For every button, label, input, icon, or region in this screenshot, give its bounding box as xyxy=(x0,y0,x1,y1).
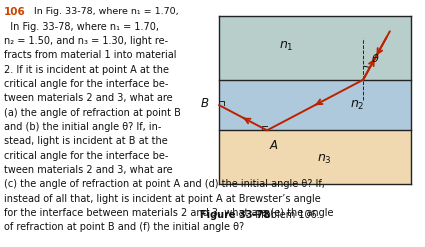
Text: stead, light is incident at B at the: stead, light is incident at B at the xyxy=(4,136,168,146)
Text: (c) the angle of refraction at point A and (d) the initial angle θ? If,: (c) the angle of refraction at point A a… xyxy=(4,179,325,189)
Text: n₂ = 1.50, and n₃ = 1.30, light re-: n₂ = 1.50, and n₃ = 1.30, light re- xyxy=(4,36,168,46)
Polygon shape xyxy=(219,16,411,80)
Text: critical angle for the interface be-: critical angle for the interface be- xyxy=(4,79,169,89)
Text: tween materials 2 and 3, what are: tween materials 2 and 3, what are xyxy=(4,165,173,175)
Polygon shape xyxy=(219,130,411,184)
Text: 2. If it is incident at point A at the: 2. If it is incident at point A at the xyxy=(4,65,169,75)
Text: In Fig. 33-78, where n₁ = 1.70,: In Fig. 33-78, where n₁ = 1.70, xyxy=(28,7,178,16)
Text: of refraction at point B and (f) the initial angle θ?: of refraction at point B and (f) the ini… xyxy=(4,222,244,232)
Text: and (b) the initial angle θ? If, in-: and (b) the initial angle θ? If, in- xyxy=(4,122,162,132)
Text: Problem 106.: Problem 106. xyxy=(249,210,319,220)
Text: (a) the angle of refraction at point B: (a) the angle of refraction at point B xyxy=(4,108,181,118)
Text: $B$: $B$ xyxy=(200,97,210,110)
Text: for the interface between materials 2 and 3, what are (e) the angle: for the interface between materials 2 an… xyxy=(4,208,334,218)
Text: 106: 106 xyxy=(4,7,26,17)
Text: $A$: $A$ xyxy=(269,139,279,152)
Text: $\theta$: $\theta$ xyxy=(371,52,380,64)
Text: critical angle for the interface be-: critical angle for the interface be- xyxy=(4,151,169,161)
Text: In Fig. 33-78, where n₁ = 1.70,: In Fig. 33-78, where n₁ = 1.70, xyxy=(4,22,159,32)
Text: Figure 33-78: Figure 33-78 xyxy=(200,210,270,220)
Text: $n_2$: $n_2$ xyxy=(350,99,365,112)
Text: $n_1$: $n_1$ xyxy=(279,40,294,53)
Text: tween materials 2 and 3, what are: tween materials 2 and 3, what are xyxy=(4,93,173,103)
Polygon shape xyxy=(219,80,411,130)
Text: $n_3$: $n_3$ xyxy=(317,152,332,165)
Text: fracts from material 1 into material: fracts from material 1 into material xyxy=(4,50,177,60)
Text: instead of all that, light is incident at point A at Brewster’s angle: instead of all that, light is incident a… xyxy=(4,194,321,204)
